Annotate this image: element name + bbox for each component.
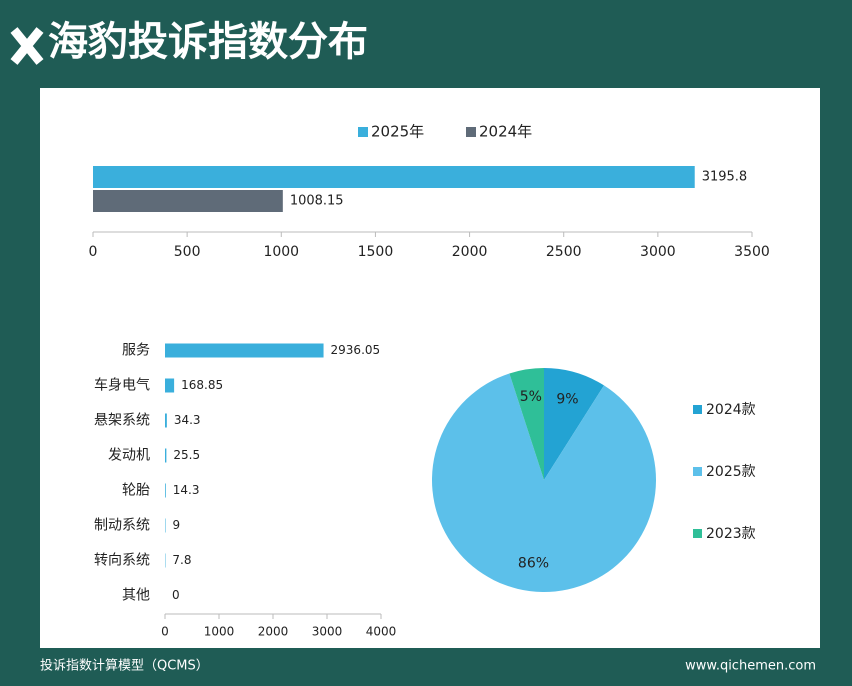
legend-label: 2024款: [706, 402, 756, 418]
value-label: 2936.05: [331, 343, 381, 357]
bar: [93, 166, 695, 188]
value-label: 34.3: [174, 413, 201, 427]
x-tick-label: 3500: [734, 244, 770, 260]
category-label: 其他: [122, 588, 150, 604]
value-label: 0: [172, 588, 180, 602]
logo: [10, 27, 44, 65]
x-tick-label: 3000: [312, 625, 343, 639]
x-tick-label: 1500: [358, 244, 394, 260]
x-tick-label: 2000: [258, 625, 289, 639]
legend-label: 2023款: [706, 526, 756, 542]
bar: [165, 448, 167, 463]
value-label: 168.85: [181, 378, 223, 392]
footer-note: 投诉指数计算模型（QCMS）: [40, 658, 209, 674]
legend-swatch: [693, 529, 702, 538]
bar: [165, 378, 175, 393]
x-tick-label: 0: [161, 625, 169, 639]
x-tick-label: 2000: [452, 244, 488, 260]
slice-label: 5%: [520, 389, 542, 405]
slice-label: 9%: [556, 391, 578, 407]
footer-site: www.qichemen.com: [685, 659, 816, 674]
x-tick-label: 500: [174, 244, 201, 260]
value-label: 1008.15: [290, 194, 344, 209]
category-label: 悬架系统: [94, 413, 150, 429]
slice-label: 86%: [518, 555, 549, 571]
pie-slice: [544, 368, 605, 480]
x-tick-label: 1000: [204, 625, 235, 639]
value-label: 3195.8: [702, 170, 748, 185]
slide-title: 海豹投诉指数分布: [48, 19, 368, 65]
legend-label: 2025款: [706, 464, 756, 480]
x-tick-label: 4000: [366, 625, 397, 639]
category-label: 车身电气: [94, 377, 150, 394]
value-label: 25.5: [173, 448, 200, 462]
category-label: 发动机: [108, 448, 150, 464]
value-label: 14.3: [173, 483, 200, 497]
x-tick-label: 2500: [546, 244, 582, 260]
x-tick-label: 1000: [263, 244, 299, 260]
category-label: 轮胎: [122, 483, 150, 499]
pie-slice: [509, 368, 544, 480]
value-label: 9: [172, 518, 180, 532]
category-label: 制动系统: [94, 518, 150, 534]
category-label: 服务: [122, 343, 150, 359]
legend-swatch: [693, 405, 702, 414]
legend-label: 2025年: [371, 123, 424, 141]
value-label: 7.8: [172, 553, 191, 567]
bar: [165, 343, 324, 358]
legend-swatch: [693, 467, 702, 476]
pie-slice: [432, 373, 656, 593]
bar: [93, 190, 283, 212]
x-tick-label: 0: [89, 244, 98, 260]
legend-swatch: [466, 127, 476, 137]
legend-swatch: [358, 127, 368, 137]
x-tick-label: 3000: [640, 244, 676, 260]
category-label: 转向系统: [94, 553, 150, 569]
bar: [165, 483, 166, 498]
bar: [165, 413, 167, 428]
legend-label: 2024年: [479, 123, 532, 141]
